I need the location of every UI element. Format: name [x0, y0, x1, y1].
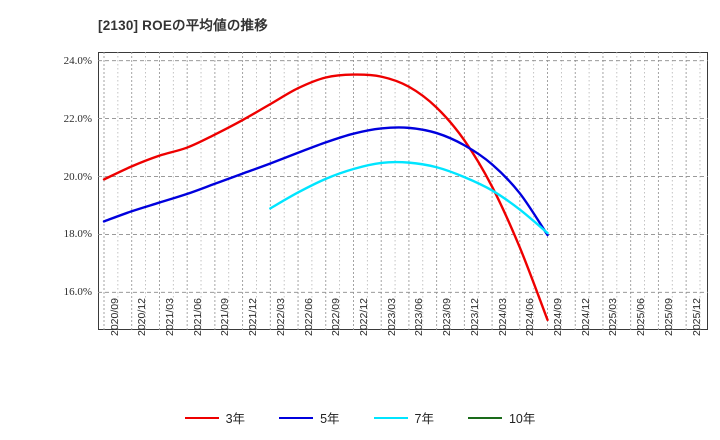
x-axis-tick-label: 2024/06 — [524, 298, 537, 336]
legend-label: 10年 — [508, 412, 536, 426]
x-axis-tick-label: 2025/03 — [607, 298, 620, 336]
x-axis-tick-label: 2020/12 — [136, 298, 149, 336]
y-axis-tick-labels: 16.0% 18.0% 20.0% 22.0% 24.0% — [0, 0, 92, 440]
legend-color-swatch — [373, 416, 408, 419]
series-line — [102, 126, 549, 237]
x-axis-tick-label: 2023/03 — [385, 298, 398, 336]
x-axis-tick-label: 2022/03 — [274, 298, 287, 336]
x-axis-tick-label: 2021/06 — [191, 298, 204, 336]
x-axis-tick-label: 2021/12 — [247, 298, 260, 336]
y-axis-tick-label: 22.0% — [63, 112, 92, 125]
y-axis-tick-label: 16.0% — [63, 286, 92, 299]
legend-label: 5年 — [320, 412, 340, 426]
legend-item[interactable]: 10年 — [467, 408, 536, 427]
y-axis-tick-label: 20.0% — [63, 170, 92, 183]
x-axis-tick-label: 2022/09 — [330, 298, 343, 336]
legend-item[interactable]: 7年 — [373, 408, 434, 427]
x-axis-tick-label: 2021/09 — [219, 298, 232, 336]
x-axis-tick-label: 2024/12 — [579, 298, 592, 336]
x-axis-tick-label: 2022/06 — [302, 298, 315, 336]
x-axis-tick-label: 2022/12 — [357, 298, 370, 336]
x-axis-tick-label: 2021/03 — [163, 298, 176, 336]
legend-item[interactable]: 3年 — [184, 408, 246, 427]
y-axis-tick-label: 18.0% — [63, 228, 92, 241]
legend-color-swatch — [467, 416, 502, 419]
legend-item[interactable]: 5年 — [279, 408, 340, 427]
x-axis-tick-label: 2024/03 — [496, 298, 509, 336]
legend-color-swatch — [184, 416, 219, 419]
plot-area-frame — [98, 52, 708, 330]
plot-area — [98, 52, 708, 330]
x-axis-tick-label: 2025/12 — [690, 298, 703, 336]
y-axis-tick-label: 24.0% — [63, 54, 92, 67]
legend-label: 7年 — [414, 412, 434, 426]
x-axis-tick-label: 2023/09 — [441, 298, 454, 336]
x-axis-tick-label: 2023/12 — [468, 298, 481, 336]
series-line — [269, 160, 549, 235]
legend-color-swatch — [279, 416, 314, 419]
legend-label: 3年 — [225, 412, 246, 426]
series-line — [102, 73, 549, 322]
chart-title: [2130] ROEの平均値の推移 — [98, 18, 268, 33]
chart-legend: 3年 5年 7年 10年 — [0, 408, 720, 427]
x-axis-tick-label: 2025/06 — [635, 298, 648, 336]
x-axis-tick-label: 2020/09 — [108, 298, 121, 336]
x-axis-tick-label: 2023/06 — [413, 298, 426, 336]
x-axis-tick-label: 2025/09 — [662, 298, 675, 336]
x-axis-tick-label: 2024/09 — [552, 298, 565, 336]
